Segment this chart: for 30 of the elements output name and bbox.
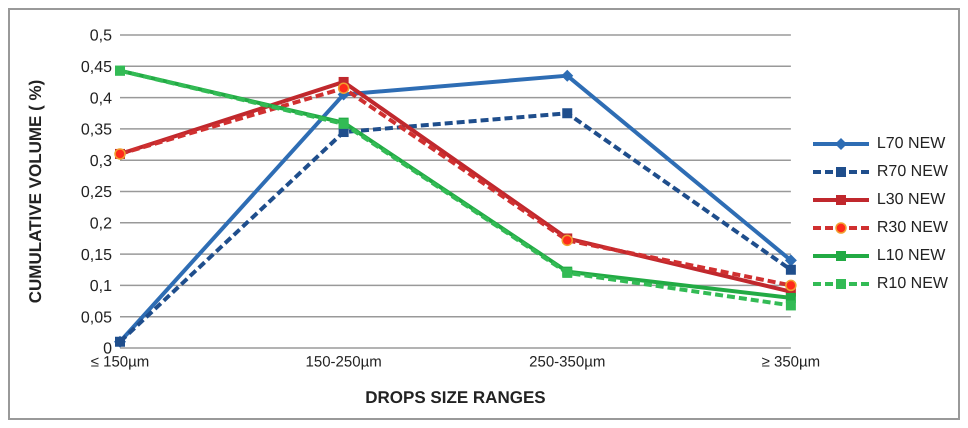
legend-label: R30 NEW bbox=[876, 219, 948, 237]
y-axis-title: CUMULATIVE VOLUME ( %) bbox=[26, 80, 46, 304]
y-tick-label: 0,35 bbox=[80, 122, 112, 139]
y-tick-label: 0,15 bbox=[80, 246, 112, 264]
point bbox=[786, 264, 796, 275]
point bbox=[785, 280, 797, 292]
point bbox=[561, 70, 574, 82]
point bbox=[562, 108, 572, 118]
x-axis-title: DROPS SIZE RANGES bbox=[365, 388, 546, 407]
legend-label: L70 NEW bbox=[876, 135, 946, 153]
x-tick-label: ≤ 150µm bbox=[90, 354, 150, 371]
y-tick-label: 0,1 bbox=[90, 278, 112, 296]
point bbox=[338, 82, 350, 94]
x-tick-label: 150-250µm bbox=[306, 354, 382, 371]
legend-label: L30 NEW bbox=[876, 191, 946, 209]
x-tick-label: 250-350µm bbox=[529, 354, 606, 371]
point bbox=[562, 234, 573, 246]
y-tick-label: 0,5 bbox=[90, 28, 112, 45]
y-tick-label: 0,25 bbox=[80, 184, 112, 202]
y-tick-label: 0,05 bbox=[80, 309, 112, 326]
point bbox=[786, 300, 796, 310]
point bbox=[784, 254, 797, 266]
legend-label: L10 NEW bbox=[876, 247, 946, 265]
legend-label: R70 NEW bbox=[876, 163, 948, 181]
y-tick-label: 0,3 bbox=[90, 152, 112, 170]
y-tick-label: 0,2 bbox=[90, 215, 112, 232]
legend-label: R10 NEW bbox=[876, 275, 948, 293]
y-tick-label: 0,4 bbox=[90, 90, 112, 108]
x-tick-label: ≥ 350µm bbox=[762, 354, 820, 371]
y-tick-label: 0,45 bbox=[80, 58, 112, 76]
